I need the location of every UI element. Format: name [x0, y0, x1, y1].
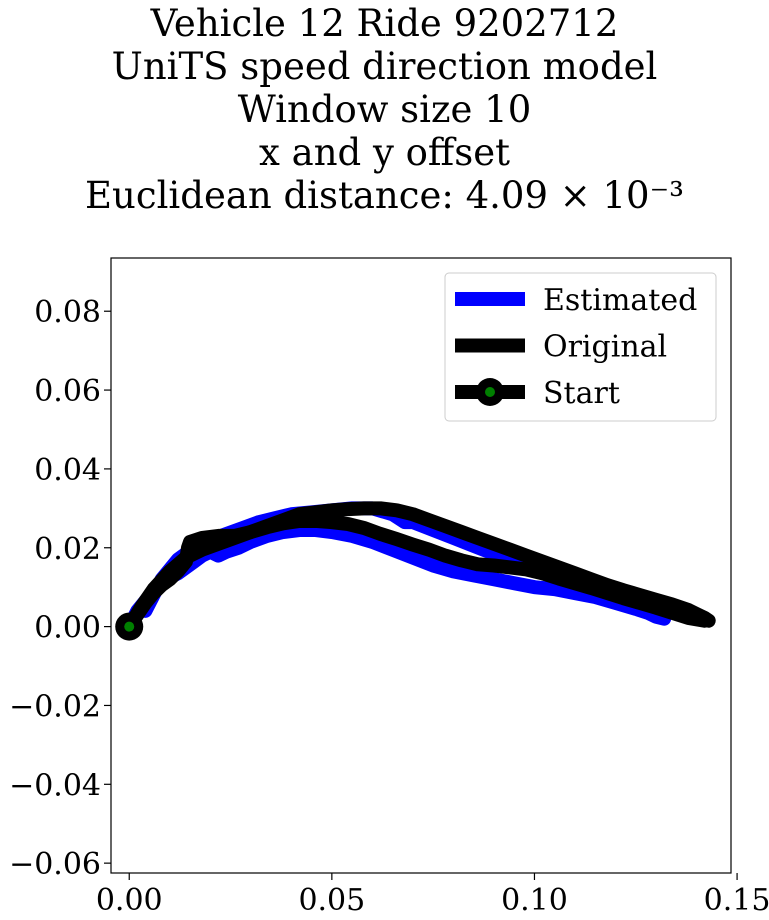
plot-frame: [110, 257, 732, 874]
chart-title-line-1: Vehicle 12 Ride 9202712: [150, 2, 619, 45]
chart-title-line-3: Window size 10: [237, 88, 532, 131]
y-tick-label-6: 0.06: [34, 374, 101, 409]
x-axis: 0.00 0.05 0.10 0.15: [96, 873, 769, 918]
y-tick-label-3: 0.00: [34, 611, 101, 646]
legend-start-label: Start: [543, 376, 620, 411]
y-tick-label-0: −0.06: [9, 847, 101, 882]
x-tick-label-1: 0.05: [298, 883, 365, 918]
chart-title-line-5: Euclidean distance: 4.09 × 10⁻³: [85, 174, 684, 217]
y-tick-label-2: −0.02: [9, 689, 101, 724]
series-original-trace-2: [122, 513, 712, 634]
legend-estimated-label: Estimated: [543, 283, 697, 318]
y-tick-label-7: 0.08: [34, 295, 101, 330]
y-tick-label-5: 0.04: [34, 453, 101, 488]
chart-title-line-4: x and y offset: [259, 131, 510, 174]
y-axis: −0.06 −0.04 −0.02 0.00 0.02 0.04 0.06 0.08: [9, 295, 111, 882]
series-layer: [115, 501, 716, 641]
legend-original-label: Original: [543, 330, 667, 365]
start-marker-point: [124, 621, 135, 632]
x-tick-label-3: 0.15: [704, 883, 769, 918]
y-tick-label-1: −0.04: [9, 768, 101, 803]
x-tick-label-2: 0.10: [501, 883, 568, 918]
legend: Estimated Original Start: [444, 272, 717, 422]
chart-title-line-2: UniTS speed direction model: [111, 45, 658, 88]
legend-box: [444, 272, 717, 422]
legend-start-marker-point: [485, 387, 495, 397]
x-tick-label-0: 0.00: [96, 883, 163, 918]
chart-title: Vehicle 12 Ride 9202712 UniTS speed dire…: [0, 2, 769, 217]
y-tick-label-4: 0.02: [34, 532, 101, 567]
